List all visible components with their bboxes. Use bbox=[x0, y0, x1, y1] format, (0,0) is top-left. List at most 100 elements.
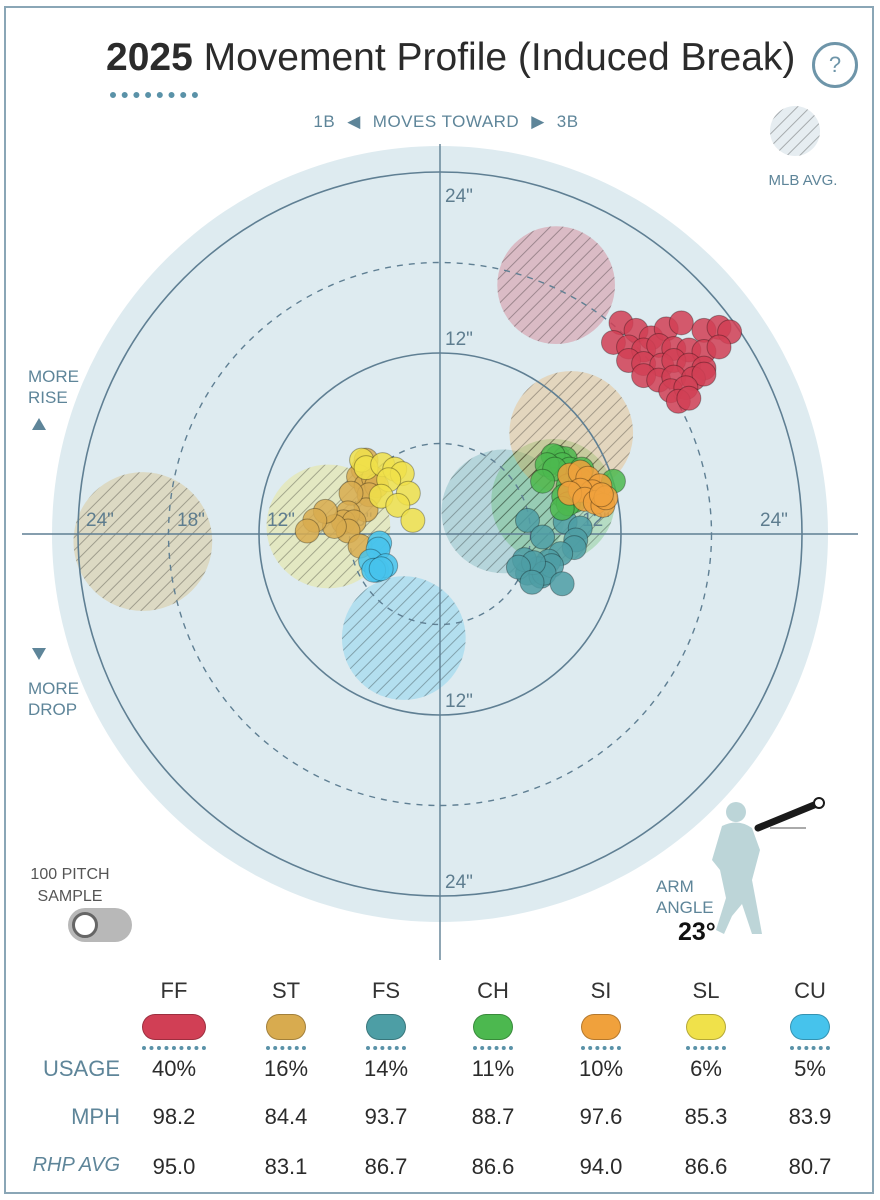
pitch-point-sl[interactable] bbox=[400, 507, 426, 533]
arm-line2: ANGLE bbox=[656, 898, 714, 917]
pitch-point-ff[interactable] bbox=[691, 361, 717, 387]
ring-label-bottom-12: 12" bbox=[445, 691, 473, 712]
pitch-point-sl[interactable] bbox=[385, 492, 411, 518]
rhp-avg-value: 80.7 bbox=[788, 1154, 832, 1179]
mph-value: 85.3 bbox=[684, 1104, 728, 1129]
drop-line2: DROP bbox=[28, 700, 78, 719]
pitch-point-fs[interactable] bbox=[514, 507, 540, 533]
question-icon[interactable]: ? bbox=[812, 42, 858, 88]
sample-line1: 100 PITCH bbox=[30, 866, 110, 883]
rhp-avg-value: 95.0 bbox=[152, 1154, 196, 1179]
ring-label-left-12: 12" bbox=[267, 510, 295, 531]
ring-label-left-24: 24" bbox=[86, 510, 114, 531]
direction-3b: 3B bbox=[556, 112, 579, 131]
pitch-swatch-underline bbox=[266, 1046, 306, 1050]
arm-angle-end bbox=[813, 797, 825, 809]
sample-toggle-label: 100 PITCH SAMPLE bbox=[24, 864, 116, 908]
mph-value: 97.6 bbox=[579, 1104, 623, 1129]
pitch-point-si[interactable] bbox=[588, 482, 614, 508]
rise-line1: MORE bbox=[28, 367, 79, 386]
usage-value: 10% bbox=[578, 1056, 624, 1081]
pitch-color-swatch-cu[interactable] bbox=[790, 1014, 830, 1040]
sample-line2: SAMPLE bbox=[37, 888, 103, 905]
rhp-avg-value: 94.0 bbox=[579, 1154, 623, 1179]
more-rise-label: MORE RISE bbox=[28, 366, 79, 408]
mph-value: 84.4 bbox=[264, 1104, 308, 1129]
usage-value: 16% bbox=[263, 1056, 309, 1081]
pitch-point-ch[interactable] bbox=[530, 468, 556, 494]
arm-angle-line bbox=[754, 799, 823, 832]
title-year: 2025 bbox=[106, 36, 193, 79]
pitch-code-ff: FF bbox=[160, 978, 188, 1003]
pitch-swatch-underline bbox=[581, 1046, 621, 1050]
ring-label-top-24: 24" bbox=[445, 186, 473, 207]
pitch-swatch-underline bbox=[366, 1046, 406, 1050]
pitch-swatch-underline bbox=[142, 1046, 206, 1050]
rise-line2: RISE bbox=[28, 388, 68, 407]
direction-text: MOVES TOWARD bbox=[372, 112, 520, 131]
mph-row-label: MPH bbox=[71, 1104, 120, 1129]
pitch-swatch-underline bbox=[686, 1046, 726, 1050]
pitch-code-si: SI bbox=[590, 978, 612, 1003]
mph-value: 88.7 bbox=[471, 1104, 515, 1129]
arrow-right-icon: ▶ bbox=[531, 112, 545, 131]
usage-value: 6% bbox=[690, 1056, 722, 1081]
arrow-up-icon bbox=[32, 418, 46, 430]
pitch-point-fs[interactable] bbox=[530, 524, 556, 550]
mlb-avg-hatch-st bbox=[73, 472, 213, 611]
pitch-code-sl: SL bbox=[692, 978, 720, 1003]
pitch-point-ff[interactable] bbox=[706, 334, 732, 360]
pitch-code-ch: CH bbox=[477, 978, 509, 1003]
usage-value: 11% bbox=[471, 1056, 515, 1081]
drop-line1: MORE bbox=[28, 679, 79, 698]
ring-label-bottom-24: 24" bbox=[445, 872, 473, 893]
pitch-color-swatch-sl[interactable] bbox=[686, 1014, 726, 1040]
pitch-point-st[interactable] bbox=[294, 518, 320, 544]
rhp-avg-value: 86.6 bbox=[471, 1154, 515, 1179]
movement-chart: 24" 12" 12" 24" 24" 18" 12" 6" 12" 24" bbox=[22, 106, 858, 960]
more-drop-label: MORE DROP bbox=[28, 678, 79, 720]
pitch-point-fs[interactable] bbox=[549, 571, 575, 597]
mph-value: 98.2 bbox=[152, 1104, 196, 1129]
mph-value: 93.7 bbox=[364, 1104, 408, 1129]
pitch-color-swatch-ff[interactable] bbox=[142, 1014, 206, 1040]
mlb-avg-hatch-cu bbox=[341, 576, 466, 700]
usage-value: 14% bbox=[363, 1056, 409, 1081]
rhp-avg-value: 86.6 bbox=[684, 1154, 728, 1179]
sample-toggle[interactable] bbox=[68, 908, 132, 942]
pitch-point-ff[interactable] bbox=[676, 385, 702, 411]
ring-label-top-12: 12" bbox=[445, 329, 473, 350]
title-underline bbox=[110, 92, 198, 104]
title-text: Movement Profile (Induced Break) bbox=[203, 36, 796, 79]
pitch-swatch-underline bbox=[790, 1046, 830, 1050]
pitch-color-swatch-ch[interactable] bbox=[473, 1014, 513, 1040]
pitcher-silhouette-icon bbox=[712, 802, 762, 934]
mph-value: 83.9 bbox=[788, 1104, 832, 1129]
pitch-swatch-underline bbox=[473, 1046, 513, 1050]
pitch-point-cu[interactable] bbox=[368, 556, 394, 582]
pitch-color-swatch-st[interactable] bbox=[266, 1014, 306, 1040]
pitch-code-cu: CU bbox=[794, 978, 826, 1003]
ring-label-right-24: 24" bbox=[760, 510, 788, 531]
arm-line1: ARM bbox=[656, 877, 694, 896]
pitch-point-fs[interactable] bbox=[519, 569, 545, 595]
arm-angle-value: 23° bbox=[678, 918, 716, 946]
pitch-color-swatch-fs[interactable] bbox=[366, 1014, 406, 1040]
mlb-avg-legend-label: MLB AVG. bbox=[768, 172, 838, 189]
pitch-code-fs: FS bbox=[371, 978, 401, 1003]
rhp-avg-value: 83.1 bbox=[264, 1154, 308, 1179]
pitch-point-ff[interactable] bbox=[668, 310, 694, 336]
pitch-table: USAGE MPH RHP AVG FF 40% 98.2 95.0 ST 16% 84.4… bbox=[6, 968, 872, 1192]
direction-1b: 1B bbox=[313, 112, 336, 131]
pitch-code-st: ST bbox=[271, 978, 301, 1003]
ring-label-left-18: 18" bbox=[177, 510, 205, 531]
pitch-points bbox=[294, 310, 743, 597]
pitch-color-swatch-si[interactable] bbox=[581, 1014, 621, 1040]
usage-row-label: USAGE bbox=[42, 1056, 120, 1081]
arrow-left-icon: ◀ bbox=[347, 112, 361, 131]
rhp-avg-value: 86.7 bbox=[364, 1154, 408, 1179]
mlb-avg-hatch-ff bbox=[497, 226, 615, 344]
arm-angle-label: ARM ANGLE bbox=[656, 876, 714, 918]
toggle-knob bbox=[72, 912, 98, 938]
mlb-avg-legend-hatch bbox=[770, 106, 820, 156]
